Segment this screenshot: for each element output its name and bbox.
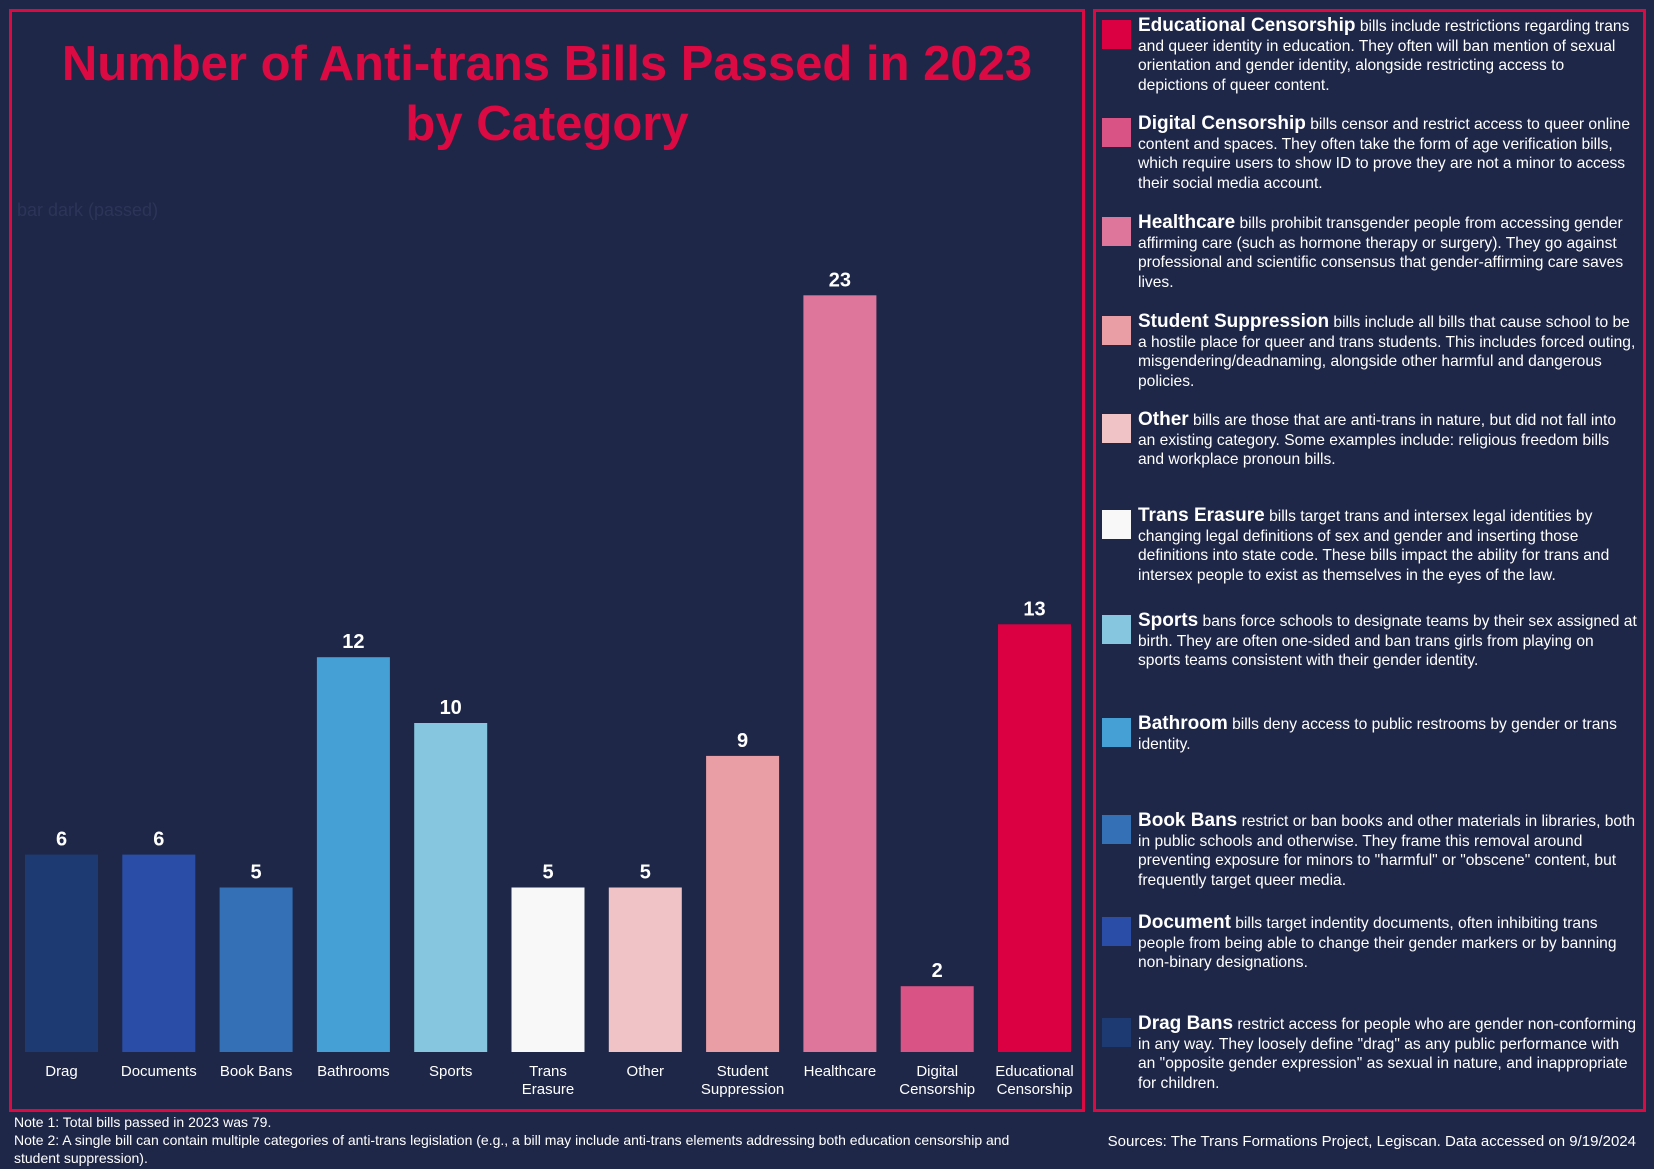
- value-label-educational-censorship: 13: [1023, 598, 1045, 620]
- bar-book-bans: [219, 887, 293, 1052]
- legend-text: Healthcare bills prohibit transgender pe…: [1138, 213, 1637, 293]
- legend-swatch: [1102, 217, 1131, 246]
- value-label-drag: 6: [56, 829, 67, 851]
- legend-swatch: [1102, 510, 1131, 539]
- legend-swatch: [1102, 20, 1131, 49]
- note-2: Note 2: A single bill can contain multip…: [14, 1132, 1010, 1166]
- legend-text: Book Bans restrict or ban books and othe…: [1138, 811, 1637, 891]
- value-label-digital-censorship: 2: [932, 960, 943, 982]
- bar-drag: [25, 854, 98, 1052]
- legend-label: Digital Censorship: [1138, 113, 1306, 134]
- legend-description: bills prohibit transgender people from a…: [1138, 215, 1624, 292]
- bar-educational-censorship: [998, 624, 1071, 1052]
- legend-description: bills target indentity documents, often …: [1138, 915, 1617, 972]
- bar-sports: [414, 723, 488, 1052]
- category-label-drag: Drag: [45, 1063, 78, 1080]
- chart-title-line-1: Number of Anti-trans Bills Passed in 202…: [61, 37, 1033, 91]
- bar-chart: 6 Drag 6 Documents 5 Book Bans 12 Bathrooms 10 Sp…: [25, 269, 1074, 1098]
- category-label-healthcare: Healthcare: [804, 1063, 877, 1080]
- legend-label: Student Suppression: [1138, 311, 1330, 332]
- series-label: bar dark (passed): [17, 200, 159, 220]
- legend-text: Digital Censorship bills censor and rest…: [1138, 114, 1637, 194]
- category-label-educational-censorship: Educational Censorship: [995, 1063, 1073, 1098]
- bar-trans-erasure: [511, 887, 585, 1052]
- sources: Sources: The Trans Formations Project, L…: [1107, 1133, 1636, 1150]
- legend-label: Trans Erasure: [1138, 505, 1265, 526]
- bar-healthcare: [803, 295, 877, 1052]
- value-label-student-suppression: 9: [737, 730, 748, 752]
- category-label-digital-censorship: Digital Censorship: [899, 1063, 975, 1098]
- legend-label: Educational Censorship: [1138, 15, 1356, 36]
- legend-label: Bathroom: [1138, 713, 1228, 734]
- legend-description: bans force schools to designate teams by…: [1138, 613, 1637, 670]
- bar-documents: [122, 854, 196, 1052]
- legend-label: Document: [1138, 912, 1231, 933]
- legend-swatch: [1102, 118, 1131, 147]
- legend-label: Book Bans: [1138, 810, 1238, 831]
- category-label-sports: Sports: [429, 1063, 472, 1080]
- legend-text: Document bills target indentity document…: [1138, 913, 1637, 973]
- legend-text: Drag Bans restrict access for people who…: [1138, 1014, 1637, 1094]
- legend-swatch: [1102, 917, 1131, 946]
- legend-label: Sports: [1138, 610, 1199, 631]
- category-label-trans-erasure: Trans Erasure: [522, 1063, 575, 1098]
- legend-text: Other bills are those that are anti-tran…: [1138, 410, 1637, 470]
- chart-title-line-2: by Category: [405, 97, 689, 151]
- chart-title: Number of Anti-trans Bills Passed in 202…: [12, 34, 1082, 154]
- legend-description: bills include restrictions regarding tra…: [1138, 18, 1630, 95]
- legend-label: Drag Bans: [1138, 1013, 1234, 1034]
- chart-panel: Number of Anti-trans Bills Passed in 202…: [9, 9, 1085, 1112]
- bar-student-suppression: [706, 755, 780, 1052]
- legend-description: bills include all bills that cause schoo…: [1138, 314, 1636, 391]
- category-label-student-suppression: Student Suppression: [701, 1063, 784, 1098]
- legend-description: bills target trans and intersex legal id…: [1138, 508, 1610, 585]
- legend-swatch: [1102, 1018, 1131, 1047]
- value-label-book-bans: 5: [251, 862, 262, 884]
- bar-bathrooms: [316, 657, 390, 1052]
- bar-other: [608, 887, 682, 1052]
- value-label-healthcare: 23: [829, 269, 851, 291]
- value-label-bathrooms: 12: [342, 631, 364, 653]
- note-1: Note 1: Total bills passed in 2023 was 7…: [14, 1114, 272, 1130]
- legend-description: restrict access for people who are gende…: [1138, 1016, 1637, 1093]
- legend-text: Bathroom bills deny access to public res…: [1138, 714, 1637, 754]
- legend-label: Healthcare: [1138, 212, 1236, 233]
- legend-label: Other: [1138, 409, 1189, 430]
- legend-description: bills censor and restrict access to quee…: [1138, 116, 1631, 193]
- legend-swatch: [1102, 815, 1131, 844]
- legend-swatch: [1102, 718, 1131, 747]
- legend-text: Sports bans force schools to designate t…: [1138, 611, 1637, 671]
- bar-digital-censorship: [900, 986, 974, 1052]
- legend-text: Educational Censorship bills include res…: [1138, 16, 1637, 96]
- category-label-other: Other: [627, 1063, 665, 1080]
- value-label-other: 5: [640, 862, 651, 884]
- legend-description: bills deny access to public restrooms by…: [1138, 716, 1617, 753]
- category-label-book-bans: Book Bans: [220, 1063, 293, 1080]
- value-label-documents: 6: [153, 829, 164, 851]
- legend-text: Student Suppression bills include all bi…: [1138, 312, 1637, 392]
- legend-swatch: [1102, 414, 1131, 443]
- legend-description: bills are those that are anti-trans in n…: [1138, 412, 1617, 469]
- notes: Note 1: Total bills passed in 2023 was 7…: [14, 1113, 1014, 1167]
- category-label-documents: Documents: [121, 1063, 197, 1080]
- legend-text: Trans Erasure bills target trans and int…: [1138, 506, 1637, 586]
- category-label-bathrooms: Bathrooms: [317, 1063, 390, 1080]
- legend-description: restrict or ban books and other material…: [1138, 813, 1636, 890]
- legend-panel: Educational Censorship bills include res…: [1093, 9, 1646, 1112]
- value-label-sports: 10: [440, 697, 462, 719]
- legend-swatch: [1102, 615, 1131, 644]
- value-label-trans-erasure: 5: [542, 862, 553, 884]
- legend-swatch: [1102, 316, 1131, 345]
